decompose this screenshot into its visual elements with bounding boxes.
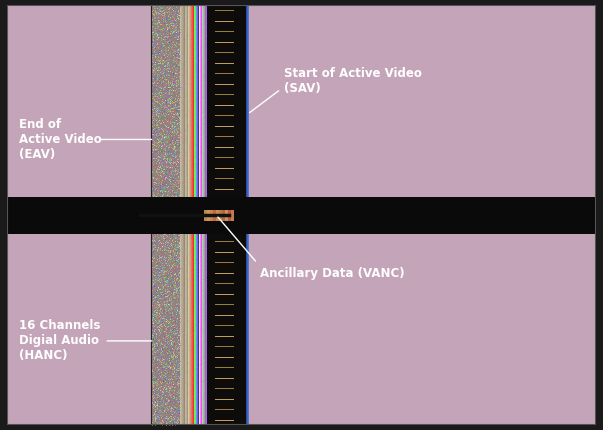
Bar (204, 210, 207, 221)
Text: Start of Active Video
(SAV): Start of Active Video (SAV) (284, 67, 421, 95)
Bar (201, 5, 202, 425)
Bar (199, 5, 200, 425)
Bar (207, 5, 247, 425)
Bar (186, 5, 188, 425)
Bar (210, 210, 213, 221)
Bar (204, 5, 205, 425)
Text: 16 Channels
Digial Audio
(HANC): 16 Channels Digial Audio (HANC) (19, 319, 100, 362)
Bar (207, 210, 210, 221)
Bar (228, 210, 231, 221)
Bar (184, 5, 185, 425)
Bar (206, 5, 207, 425)
Bar (231, 210, 234, 221)
Bar (190, 5, 191, 425)
Bar (191, 5, 192, 425)
Bar (196, 5, 197, 425)
Text: Ancillary Data (VANC): Ancillary Data (VANC) (260, 267, 405, 280)
Bar (151, 5, 180, 425)
Bar (213, 210, 216, 221)
Bar (192, 5, 193, 425)
Bar (185, 5, 186, 425)
Bar (200, 5, 201, 425)
Bar (183, 5, 184, 425)
Bar (180, 5, 181, 425)
Bar (222, 210, 225, 221)
Text: End of
Active Video
(EAV): End of Active Video (EAV) (19, 118, 102, 161)
Bar (198, 5, 199, 425)
Bar (203, 5, 204, 425)
Bar (188, 5, 189, 425)
Bar (219, 210, 222, 221)
Bar (216, 210, 219, 221)
Bar (189, 5, 190, 425)
Bar (205, 5, 206, 425)
Bar (197, 5, 198, 425)
Bar (225, 210, 228, 221)
Bar (182, 5, 183, 425)
Bar (194, 5, 195, 425)
Bar (202, 5, 203, 425)
Bar (7, 197, 596, 234)
Bar (193, 5, 194, 425)
Bar (181, 5, 182, 425)
Bar (195, 5, 196, 425)
